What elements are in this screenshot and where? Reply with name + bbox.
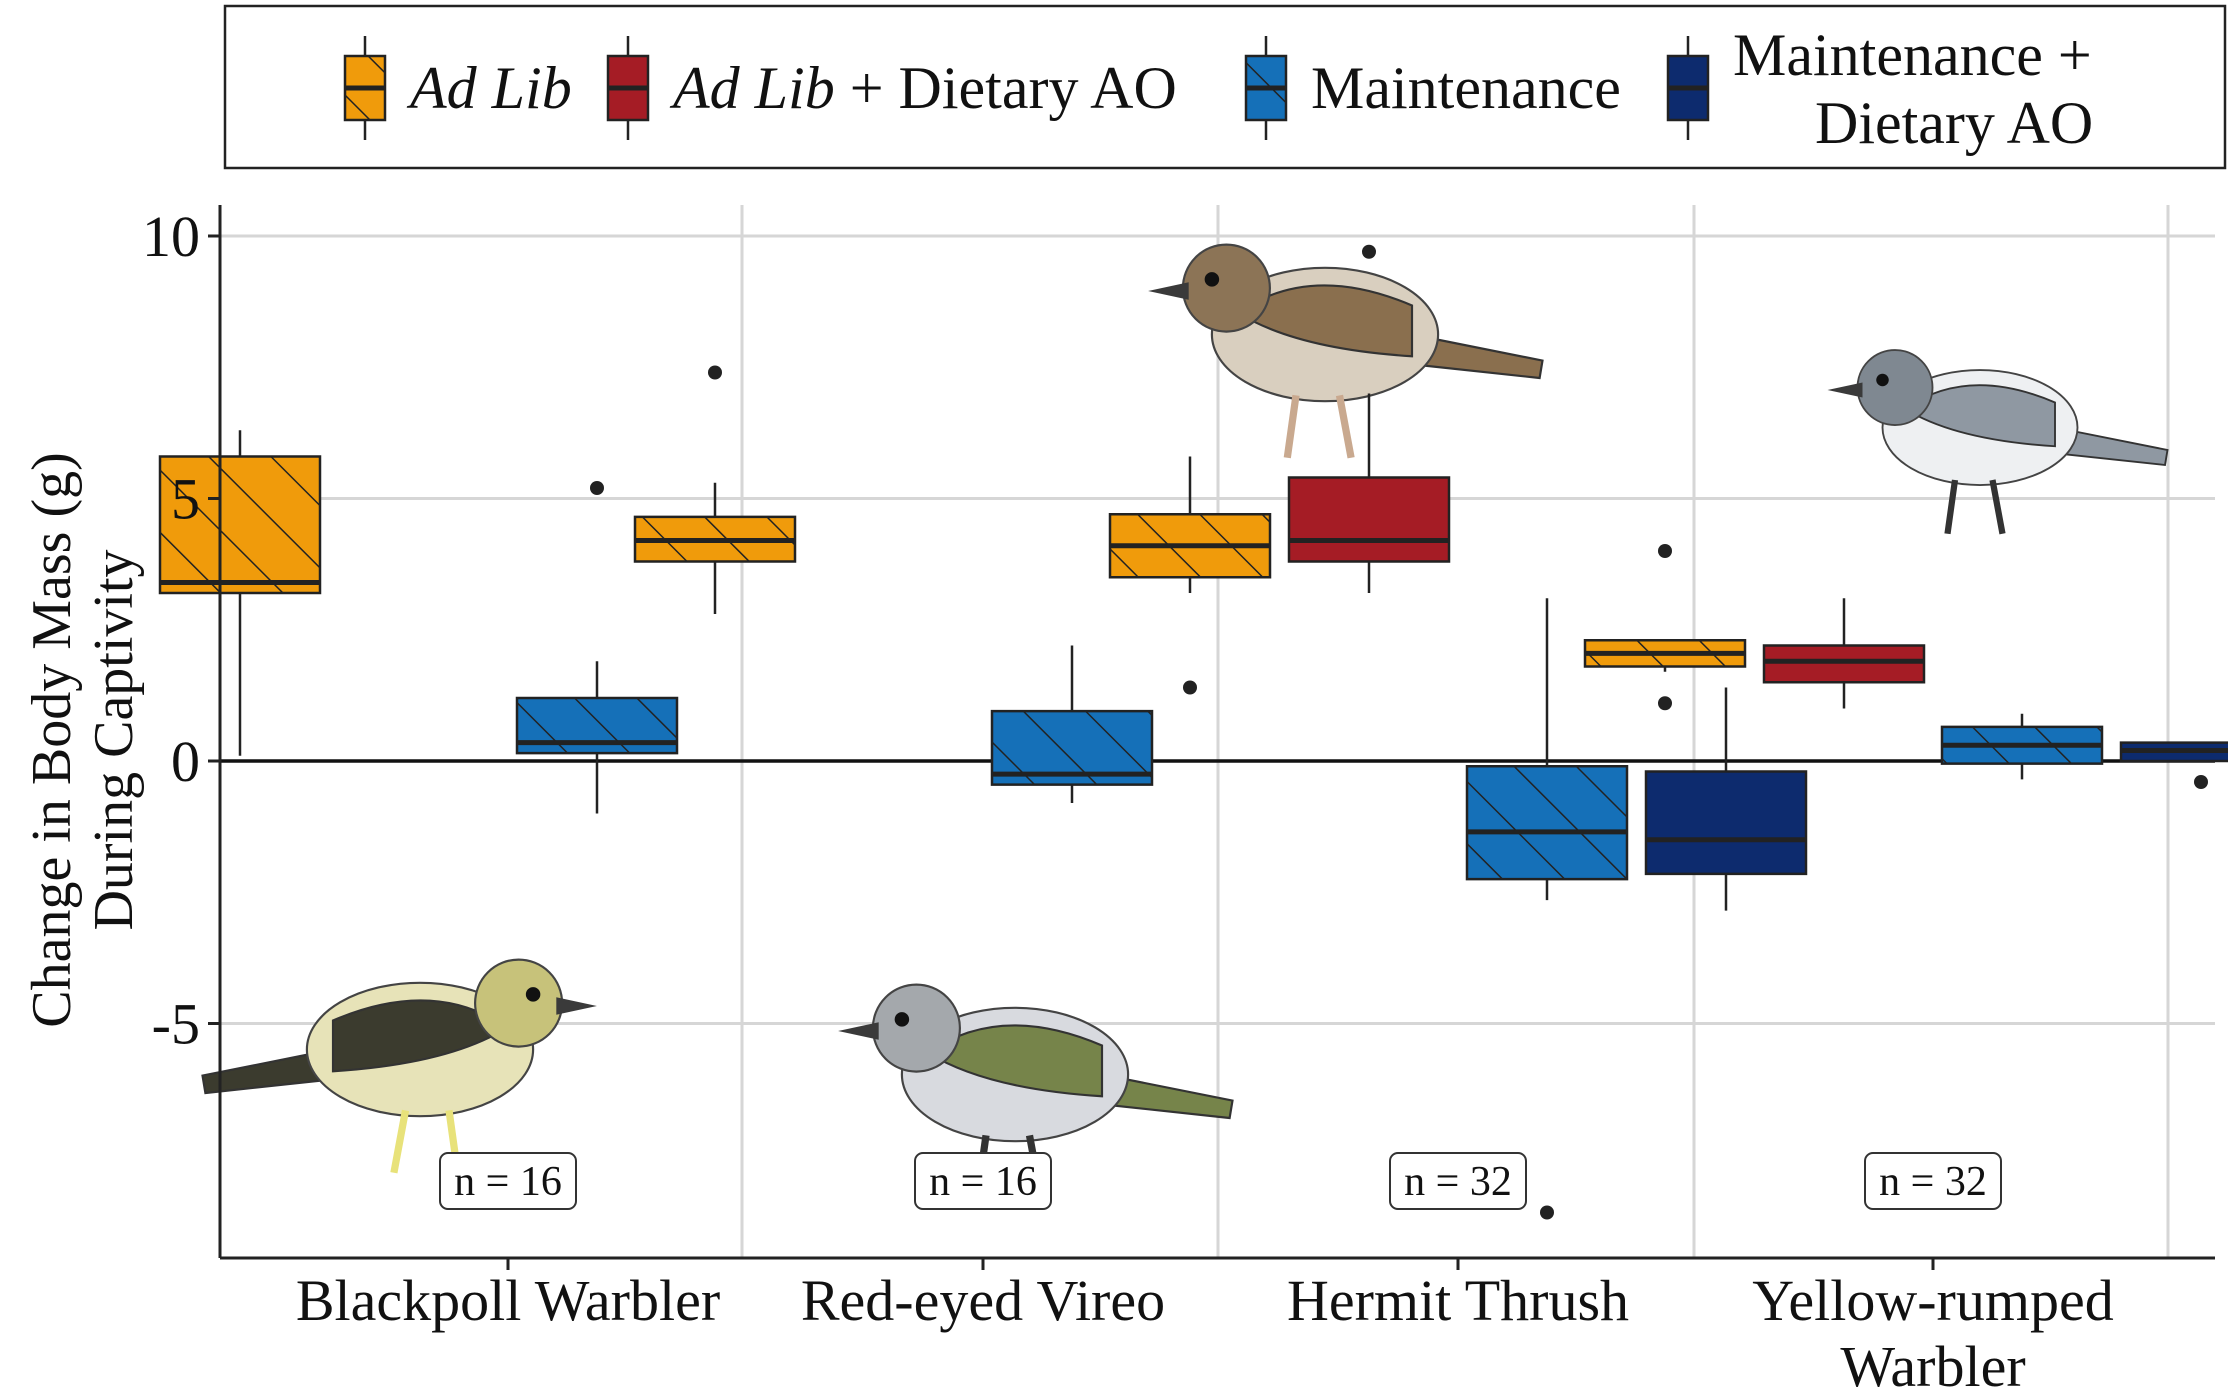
outlier-point <box>1658 696 1672 711</box>
bird-eye <box>1876 373 1889 387</box>
legend-label: Maintenance + <box>1733 22 2092 88</box>
legend-item-adlib: Ad Lib <box>343 36 572 140</box>
legend-label: Ad Lib <box>406 55 572 121</box>
y-tick-label: 5 <box>171 467 200 532</box>
sample-size-text: n = 32 <box>1879 1159 1987 1205</box>
box-maint_ao-2 <box>1644 687 1808 911</box>
legend-item-maint_ao: Maintenance +Dietary AO <box>1666 22 2093 156</box>
bird-beak <box>556 997 597 1015</box>
x-tick-label: Warbler <box>1840 1334 2025 1393</box>
bird-eye <box>894 1012 910 1027</box>
bird-legs <box>1283 394 1355 459</box>
legend-frame <box>223 4 2227 170</box>
box-hatch <box>1467 766 1627 880</box>
sample-size-text: n = 16 <box>454 1159 562 1205</box>
yellow-rumped-warbler-illustration <box>1827 349 2169 535</box>
box-adlib-2 <box>1108 456 1272 695</box>
outlier-point <box>708 365 722 380</box>
boxes <box>158 244 2228 1220</box>
red-eyed-vireo-illustration <box>838 983 1234 1199</box>
legend-label: Dietary AO <box>1815 90 2093 156</box>
bird-head <box>871 983 961 1073</box>
y-tick-label: -5 <box>152 992 200 1057</box>
box-body <box>1762 644 1926 684</box>
legend-label: Maintenance <box>1311 55 1621 121</box>
sample-size-label: n = 16 <box>439 1152 577 1210</box>
y-tick-label: 0 <box>171 729 200 794</box>
bird-eye <box>1204 272 1220 287</box>
legend: Ad Lib Ad Lib + Dietary AO Maintenance Main… <box>223 4 2227 170</box>
bird-beak <box>838 1022 879 1040</box>
box-maint-0 <box>515 481 679 814</box>
bird-head <box>474 958 564 1048</box>
outlier-point <box>1362 244 1376 259</box>
box-body <box>1644 770 1808 876</box>
box-maint_ao-3 <box>2119 741 2228 789</box>
blackpoll-warbler-illustration <box>201 958 597 1174</box>
bird-illustrations <box>201 243 2169 1199</box>
box-hatch <box>160 456 320 593</box>
legend-item-maint: Maintenance <box>1244 36 1621 140</box>
x-tick-label: Yellow-rumped <box>1752 1268 2113 1333</box>
bird-beak <box>1827 382 1863 398</box>
axes <box>218 205 2215 1260</box>
y-axis-title-line1: Change in Body Mass (g) <box>21 452 83 1028</box>
sample-size-text: n = 16 <box>929 1159 1037 1205</box>
legend-label-part: Ad Lib <box>669 55 835 121</box>
labels: 10 5 0 -5 Blackpoll Warbler n = 16 Red-eyed Vi… <box>142 204 2114 1393</box>
sample-size-box <box>439 1152 577 1210</box>
bird-eye <box>525 987 541 1002</box>
legend-label-part: + Dietary AO <box>835 55 1177 121</box>
x-tick-label: Blackpoll Warbler <box>296 1268 720 1333</box>
sample-size-label: n = 16 <box>914 1152 1052 1210</box>
outlier-point <box>2194 775 2208 789</box>
legend-label-part: Maintenance <box>1311 55 1621 121</box>
sample-size-box <box>1864 1152 2002 1210</box>
box-adlib-3 <box>1583 544 1747 711</box>
box-maint-2 <box>1465 598 1629 1220</box>
sample-size-box <box>914 1152 1052 1210</box>
x-tick-label: Hermit Thrush <box>1287 1268 1629 1333</box>
outlier-point <box>1183 680 1197 695</box>
outlier-point <box>1540 1205 1554 1220</box>
bird-head <box>1856 349 1934 426</box>
box-adlib_ao-2 <box>1287 244 1451 593</box>
hermit-thrush-illustration <box>1148 243 1544 459</box>
outlier-point <box>590 481 604 495</box>
bird-head <box>1181 243 1271 333</box>
bird-beak <box>1148 282 1189 300</box>
bird-legs <box>1944 479 2006 535</box>
legend-item-adlib_ao: Ad Lib + Dietary AO <box>606 36 1177 140</box>
box-adlib_ao-3 <box>1762 598 1926 709</box>
sample-size-box <box>1389 1152 1527 1210</box>
outlier-point <box>1658 544 1672 558</box>
legend-label: Ad Lib + Dietary AO <box>669 55 1177 121</box>
sample-size-label: n = 32 <box>1389 1152 1527 1210</box>
y-axis-title: Change in Body Mass (g) During Captivity <box>21 452 145 1028</box>
box-maint-1 <box>990 645 1154 803</box>
legend-label-part: Ad Lib <box>406 55 572 121</box>
y-axis-title-line2: During Captivity <box>83 549 145 930</box>
box-maint-3 <box>1940 713 2104 780</box>
sample-size-label: n = 32 <box>1864 1152 2002 1210</box>
box-body <box>1287 476 1451 563</box>
box-adlib-1 <box>633 365 797 614</box>
box-adlib-0 <box>158 430 322 756</box>
x-tick-label: Red-eyed Vireo <box>801 1268 1165 1333</box>
y-tick-label: 10 <box>142 204 200 269</box>
sample-size-text: n = 32 <box>1404 1159 1512 1205</box>
